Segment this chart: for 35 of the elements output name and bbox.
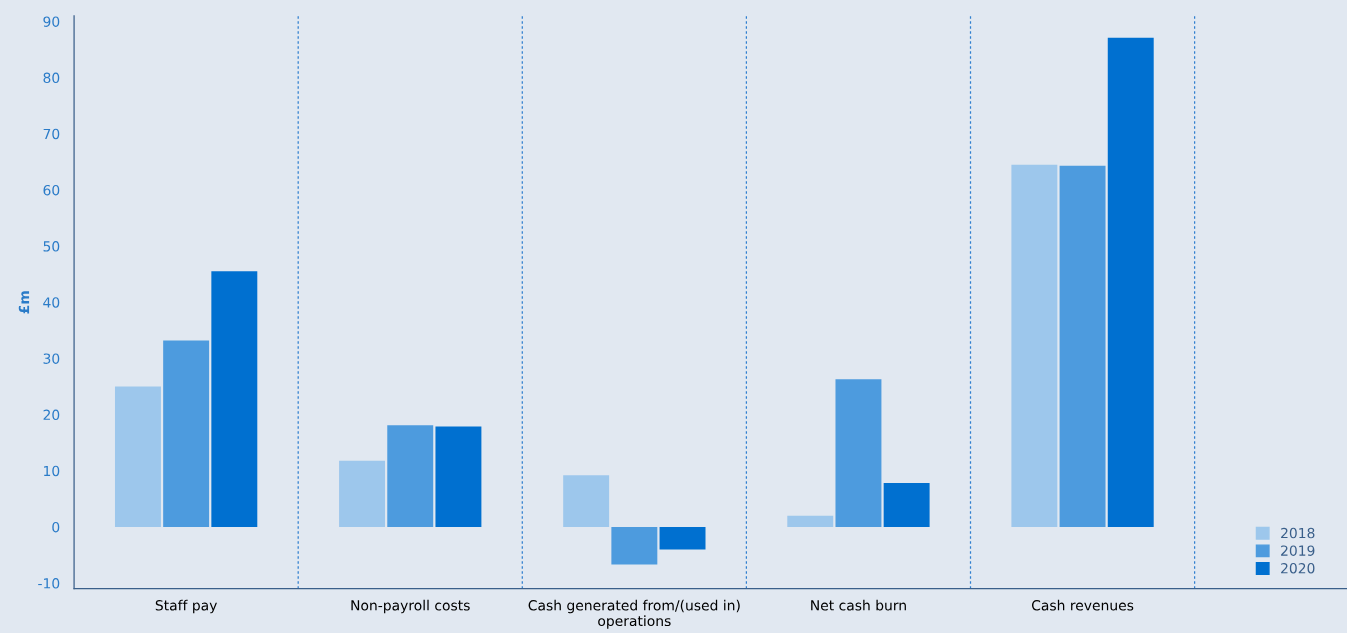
y-tick-label: -10 <box>38 578 60 589</box>
bar <box>211 271 258 527</box>
x-tick-label: Staff pay <box>155 599 217 614</box>
y-tick-label: 40 <box>43 297 60 308</box>
x-tick-label: Non-payroll costs <box>351 599 470 614</box>
y-tick-label: 70 <box>43 128 60 140</box>
legend-label: 2020 <box>1281 562 1315 574</box>
bar <box>787 515 834 527</box>
bar <box>339 460 386 527</box>
x-tick-label: Cash generated from/(used in) operations <box>528 599 740 629</box>
bar <box>1059 165 1106 527</box>
y-tick-label: 20 <box>43 409 60 421</box>
y-tick-label: 10 <box>44 465 60 477</box>
x-tick-label: Net cash burn <box>811 599 906 611</box>
bar <box>611 526 658 565</box>
bar <box>563 475 610 527</box>
bar <box>659 526 706 550</box>
bar <box>883 483 930 527</box>
bar <box>435 426 482 527</box>
y-tick-label: 90 <box>43 16 60 27</box>
y-tick-label: 30 <box>43 353 60 364</box>
bar <box>835 379 882 527</box>
x-tick-label: Cash revenues <box>1031 599 1134 611</box>
bar <box>1107 37 1154 527</box>
legend-label: 2018 <box>1281 527 1315 539</box>
y-tick-label: 80 <box>43 72 60 84</box>
y-tick-label: 50 <box>43 241 60 252</box>
legend-label: 2019 <box>1281 545 1315 556</box>
bar <box>1011 164 1058 527</box>
y-tick-label: 60 <box>43 184 60 196</box>
y-axis-title: £m <box>18 291 30 314</box>
bar <box>163 340 210 527</box>
bar <box>114 386 161 527</box>
y-tick-label: 0 <box>52 521 60 533</box>
bar <box>387 425 434 527</box>
